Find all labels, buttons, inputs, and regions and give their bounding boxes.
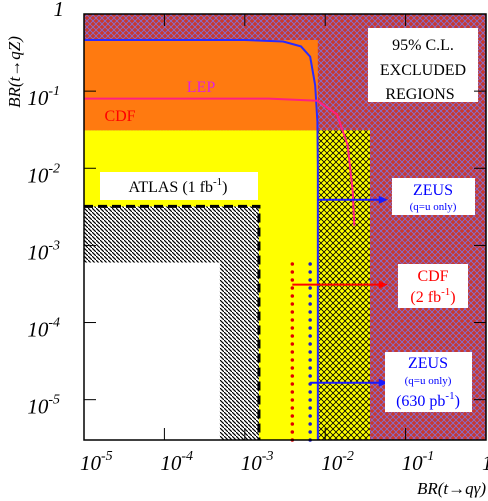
tick-label: 10-4 [160, 449, 193, 475]
annotation-text: ZEUS [413, 182, 453, 199]
tick-exponent: -2 [48, 161, 60, 176]
tick-exponent: -4 [48, 316, 60, 331]
arrow-head [378, 280, 388, 289]
x-axis-label: BR(t→qγ) [417, 479, 486, 498]
annotation-text: (q=u only) [410, 201, 457, 213]
tick-base: 10 [160, 451, 182, 475]
tick-label: 1 [54, 0, 65, 21]
tick-label: 10-1 [402, 449, 435, 475]
y-axis-label: BR(t→qZ) [5, 36, 24, 108]
tick-exponent: -3 [262, 449, 274, 464]
tick-base: 10 [241, 451, 262, 475]
annotation: CDF [104, 108, 135, 125]
annotation-tail: ) [450, 289, 455, 306]
annotation-text: ATLAS (1 fb [129, 179, 213, 196]
annotation-text: ZEUS [408, 355, 448, 372]
annotation-text: EXCLUDED [380, 62, 466, 79]
annotation: CDF [417, 268, 448, 285]
annotation-sup: -1 [445, 390, 454, 402]
tick-label: 10-2 [27, 161, 60, 187]
tick-base: 10 [27, 395, 49, 419]
annotation: ZEUS [408, 355, 448, 372]
tick-base: 10 [80, 451, 102, 475]
annotation-text: CDF [417, 268, 448, 285]
annotation: (630 pb-1) [396, 390, 460, 410]
tick-exponent: -3 [48, 238, 60, 253]
tick-label: 10-2 [321, 449, 354, 475]
annotation: EXCLUDED [380, 62, 466, 79]
tick-label: 10-5 [27, 393, 60, 419]
tick-base: 10 [27, 163, 49, 187]
limit-curve [84, 97, 356, 226]
tick-exponent: -1 [423, 449, 435, 464]
annotation: (q=u only) [410, 201, 457, 213]
annotation-sup: -1 [213, 176, 222, 188]
arrow-head [378, 378, 388, 387]
annotation: 95% C.L. [392, 37, 454, 54]
label-box [385, 352, 472, 412]
tick-base: 10 [321, 451, 343, 475]
tick-label: 10-5 [80, 449, 113, 475]
annotation: LEP [187, 79, 216, 96]
tick-exponent: -5 [101, 449, 113, 464]
annotation: (q=u only) [405, 375, 452, 387]
region-outline [84, 204, 261, 440]
tick-base: 10 [402, 451, 424, 475]
label-box [392, 178, 475, 215]
overlay: 10-510-410-310-210-1110-510-410-310-210-… [27, 0, 488, 475]
tick-label: 10-3 [241, 449, 274, 475]
annotation-text: (q=u only) [405, 375, 452, 387]
annotation: REGIONS [385, 86, 454, 103]
annotation-sup: -1 [441, 286, 450, 298]
region [84, 262, 220, 440]
tick-base: 10 [27, 318, 49, 342]
annotation-tail: ) [222, 179, 227, 196]
arrow-head [378, 195, 388, 204]
label-box [100, 172, 258, 200]
tick-base: 10 [27, 240, 49, 264]
annotation-text: (2 fb [410, 289, 441, 306]
tick-label: 10-4 [27, 316, 60, 342]
legend-box [368, 28, 478, 102]
tick-label: 10-1 [27, 84, 60, 110]
tick-exponent: -1 [48, 84, 60, 99]
tick-exponent: -2 [342, 449, 354, 464]
tick-exponent: -4 [181, 449, 193, 464]
tick-label: 1 [482, 451, 488, 475]
annotation-text: 95% C.L. [392, 37, 454, 54]
annotation: ATLAS (1 fb-1) [129, 176, 228, 196]
annotation-tail: ) [455, 393, 460, 410]
annotation-text: CDF [104, 108, 135, 125]
tick-base: 10 [27, 86, 49, 110]
annotation: ZEUS [413, 182, 453, 199]
tick-label: 10-3 [27, 238, 60, 264]
label-box [398, 264, 468, 308]
annotation-text: LEP [187, 79, 216, 96]
frame [83, 13, 487, 441]
annotation-text: (630 pb [396, 393, 445, 410]
annotation-text: REGIONS [385, 86, 454, 103]
annotation: (2 fb-1) [410, 286, 455, 306]
tick-exponent: -5 [48, 393, 60, 408]
limit-curve [84, 39, 319, 440]
region [84, 40, 318, 131]
